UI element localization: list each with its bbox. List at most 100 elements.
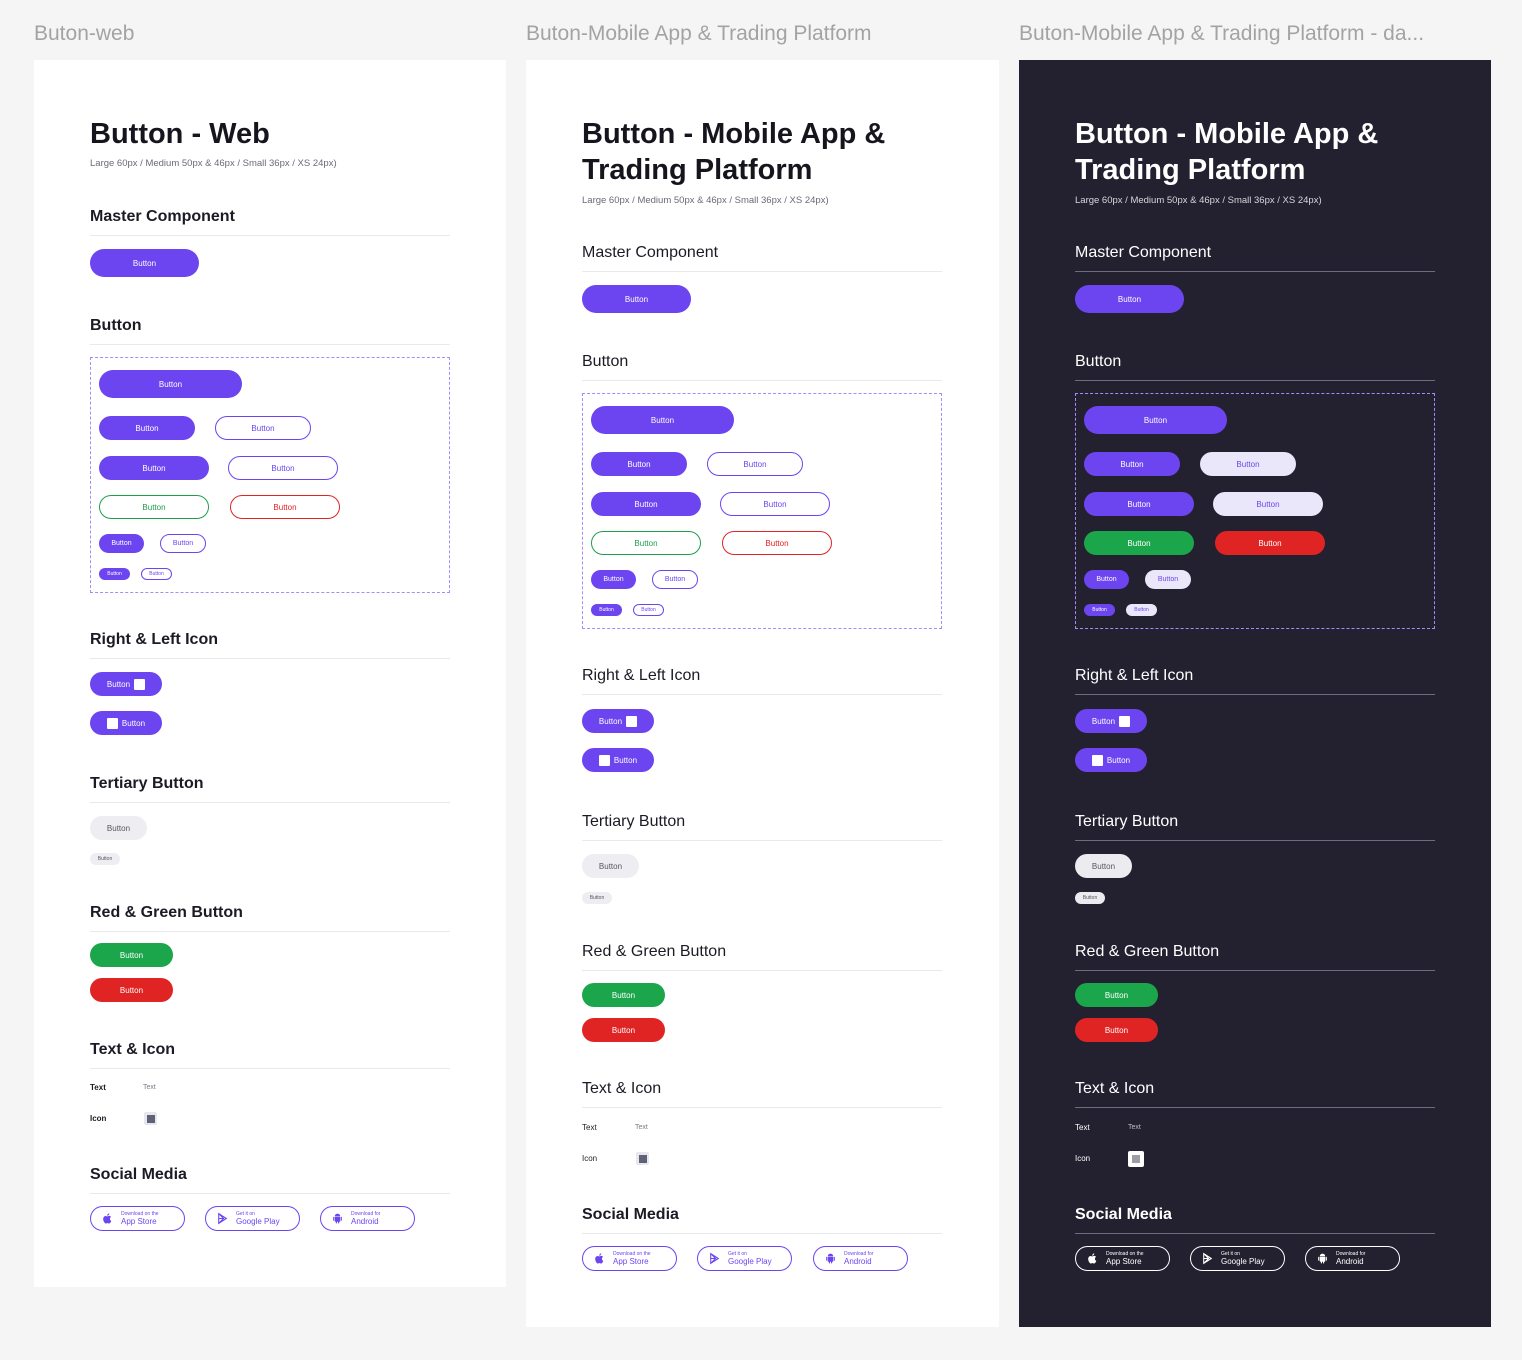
section-heading: Red & Green Button	[90, 904, 450, 932]
store-line1: Download for	[351, 1210, 381, 1217]
tertiary-xs-button[interactable]: Button	[90, 853, 120, 865]
section-heading: Tertiary Button	[582, 813, 942, 841]
xs-primary-button[interactable]: Button	[591, 604, 622, 616]
red-button[interactable]: Button	[1075, 1018, 1158, 1042]
medium-wide-outline-button[interactable]: Button	[720, 492, 830, 516]
xs-primary-button[interactable]: Button	[1084, 604, 1115, 616]
section-right-left-icon: Right & Left Icon	[1075, 667, 1435, 695]
medium-wide-primary-button[interactable]: Button	[1084, 492, 1194, 516]
green-button[interactable]: Button	[90, 943, 173, 967]
red-button[interactable]: Button	[90, 978, 173, 1002]
master-button[interactable]: Button	[582, 285, 691, 313]
google-play-button[interactable]: Get it on Google Play	[697, 1246, 792, 1271]
icon-key: Icon	[90, 1114, 107, 1123]
section-social-media: Social Media	[1075, 1206, 1435, 1234]
app-store-button[interactable]: Download on the App Store	[1075, 1246, 1170, 1271]
section-heading: Right & Left Icon	[582, 667, 942, 695]
google-play-button[interactable]: Get it on Google Play	[205, 1206, 300, 1231]
medium-outline-button[interactable]: Button	[215, 416, 311, 440]
section-tertiary-button: Tertiary Button	[90, 775, 450, 803]
tertiary-xs-button[interactable]: Button	[1075, 892, 1105, 904]
store-line1: Download for	[1336, 1250, 1366, 1257]
tertiary-xs-button[interactable]: Button	[582, 892, 612, 904]
medium-wide-primary-button[interactable]: Button	[591, 492, 701, 516]
store-line1: Download on the	[1106, 1250, 1144, 1257]
frame-label-mobile: Buton-Mobile App & Trading Platform	[526, 22, 872, 45]
small-outline-button[interactable]: Button	[652, 570, 698, 589]
left-icon-button[interactable]: Button	[582, 748, 654, 772]
green-outline-button[interactable]: Button	[99, 495, 209, 519]
right-icon-button[interactable]: Button	[582, 709, 654, 733]
section-heading: Social Media	[90, 1166, 450, 1194]
store-line1: Download on the	[121, 1210, 159, 1217]
page-subtitle: Large 60px / Medium 50px & 46px / Small …	[90, 158, 337, 169]
store-line2: Android	[351, 1216, 379, 1226]
section-master-component: Master Component	[90, 208, 450, 236]
app-store-button[interactable]: Download on the App Store	[90, 1206, 185, 1231]
square-placeholder-icon	[106, 717, 118, 729]
red-outline-button[interactable]: Button	[722, 531, 832, 555]
store-line2: App Store	[613, 1256, 649, 1266]
master-button[interactable]: Button	[1075, 285, 1184, 313]
store-line2: Google Play	[728, 1256, 772, 1266]
section-text-icon: Text & Icon	[90, 1041, 450, 1069]
left-icon-button[interactable]: Button	[1075, 748, 1147, 772]
section-button: Button	[1075, 353, 1435, 381]
green-button[interactable]: Button	[582, 983, 665, 1007]
large-primary-button[interactable]: Button	[1084, 406, 1227, 434]
icon-key: Icon	[582, 1154, 598, 1163]
xs-primary-button[interactable]: Button	[99, 568, 130, 580]
section-heading: Right & Left Icon	[1075, 667, 1435, 695]
green-button[interactable]: Button	[1075, 983, 1158, 1007]
small-outline-button[interactable]: Button	[160, 534, 206, 553]
section-right-left-icon: Right & Left Icon	[90, 631, 450, 659]
apple-icon	[1088, 1253, 1097, 1264]
section-text-icon: Text & Icon	[582, 1080, 942, 1108]
google-play-icon	[710, 1252, 720, 1265]
large-primary-button[interactable]: Button	[99, 370, 242, 398]
red-button[interactable]: Button	[582, 1018, 665, 1042]
red-button[interactable]: Button	[1215, 531, 1325, 555]
tertiary-button[interactable]: Button	[90, 816, 147, 840]
xs-light-button[interactable]: Button	[1126, 604, 1157, 616]
android-icon	[1318, 1253, 1327, 1264]
store-line2: Google Play	[236, 1216, 280, 1226]
medium-outline-button[interactable]: Button	[707, 452, 803, 476]
green-outline-button[interactable]: Button	[591, 531, 701, 555]
square-placeholder-icon	[598, 754, 610, 766]
large-primary-button[interactable]: Button	[591, 406, 734, 434]
medium-primary-button[interactable]: Button	[1084, 452, 1180, 476]
google-play-icon	[218, 1212, 228, 1225]
xs-outline-button[interactable]: Button	[141, 568, 172, 580]
tertiary-button[interactable]: Button	[582, 854, 639, 878]
page-title: Button - Mobile App & Trading Platform	[1075, 116, 1378, 188]
android-button[interactable]: Download for Android	[813, 1246, 908, 1271]
right-icon-button[interactable]: Button	[90, 672, 162, 696]
medium-wide-outline-button[interactable]: Button	[228, 456, 338, 480]
app-store-button[interactable]: Download on the App Store	[582, 1246, 677, 1271]
xs-outline-button[interactable]: Button	[633, 604, 664, 616]
text-key: Text	[582, 1123, 597, 1132]
text-key: Text	[90, 1083, 106, 1092]
small-primary-button[interactable]: Button	[1084, 570, 1129, 589]
section-tertiary-button: Tertiary Button	[582, 813, 942, 841]
medium-wide-light-button[interactable]: Button	[1213, 492, 1323, 516]
medium-wide-primary-button[interactable]: Button	[99, 456, 209, 480]
master-button[interactable]: Button	[90, 249, 199, 277]
left-icon-button[interactable]: Button	[90, 711, 162, 735]
medium-light-button[interactable]: Button	[1200, 452, 1296, 476]
small-primary-button[interactable]: Button	[99, 534, 144, 553]
small-primary-button[interactable]: Button	[591, 570, 636, 589]
tertiary-button[interactable]: Button	[1075, 854, 1132, 878]
medium-primary-button[interactable]: Button	[591, 452, 687, 476]
medium-primary-button[interactable]: Button	[99, 416, 195, 440]
frame-mobile-light: Button - Mobile App & Trading Platform L…	[526, 60, 999, 1327]
android-button[interactable]: Download for Android	[320, 1206, 415, 1231]
google-play-button[interactable]: Get it on Google Play	[1190, 1246, 1285, 1271]
android-button[interactable]: Download for Android	[1305, 1246, 1400, 1271]
right-icon-button[interactable]: Button	[1075, 709, 1147, 733]
text-value: Text	[635, 1124, 648, 1131]
small-light-button[interactable]: Button	[1145, 570, 1191, 589]
green-button[interactable]: Button	[1084, 531, 1194, 555]
red-outline-button[interactable]: Button	[230, 495, 340, 519]
